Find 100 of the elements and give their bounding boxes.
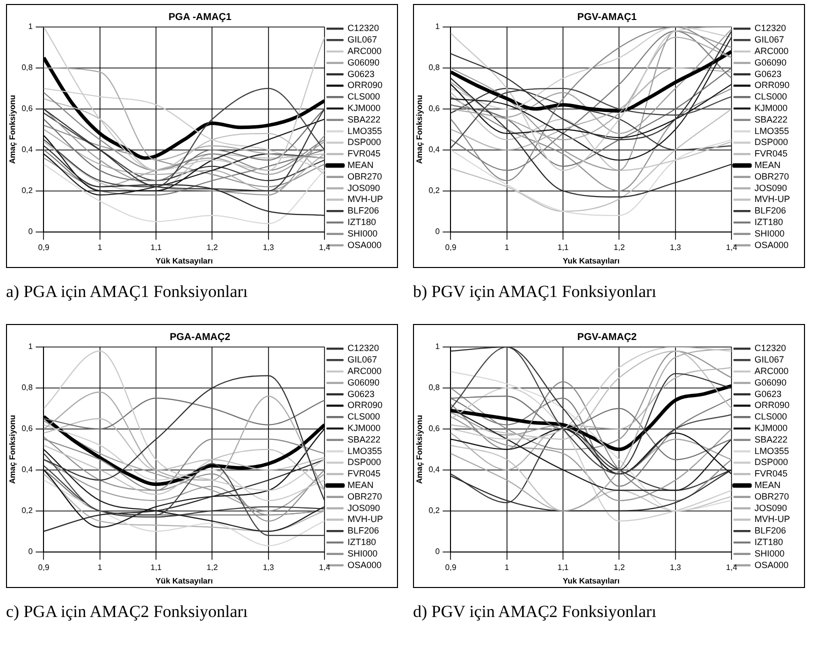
y-tick-label: 0 [435, 227, 440, 236]
legend-label: MEAN [348, 160, 374, 170]
legend-label: MVH-UP [754, 514, 790, 524]
legend-label: SHI000 [348, 228, 378, 238]
legend-label: LMO355 [754, 126, 790, 136]
x-axis-title: Yuk Katsayıları [562, 256, 620, 266]
legend-label: JOS090 [754, 502, 788, 513]
x-axis-title: Yük Katsayıları [155, 256, 213, 266]
legend-label: G06090 [754, 377, 787, 388]
legend-label: BLF206 [754, 206, 786, 216]
legend-label: SBA222 [348, 434, 381, 444]
y-tick-label: 0,2 [22, 186, 34, 196]
x-tick-label: 1,1 [150, 562, 162, 572]
text: d) PGV için AMAÇ2 Fonksiyonları [413, 602, 658, 622]
x-tick-label: 1 [504, 562, 510, 572]
legend-label: G0623 [754, 388, 782, 399]
legend-label: IZT180 [348, 216, 376, 227]
legend-label: KJM000 [754, 102, 788, 113]
legend-label: OBR270 [348, 171, 382, 182]
x-tick-label: 1,4 [726, 242, 738, 252]
chart-title: PGV-AMAÇ2 [577, 332, 638, 343]
legend-label: FVR045 [348, 148, 381, 159]
y-tick-label: 1 [435, 342, 440, 352]
legend-label: IZT180 [754, 536, 784, 547]
x-tick-label: 1 [504, 242, 510, 252]
y-tick-label: 0,8 [428, 63, 440, 72]
x-tick-label: 1,2 [614, 562, 626, 572]
legend-label: CLS000 [348, 412, 380, 422]
x-tick-label: 0,9 [445, 562, 457, 572]
legend-label: OBR270 [348, 491, 382, 502]
legend-label: MVH-UP [348, 194, 383, 204]
legend-label: FVR045 [754, 468, 788, 479]
x-tick-label: 1,1 [558, 562, 570, 572]
legend-label: DSP000 [348, 137, 382, 148]
text: b) PGV için AMAÇ1 Fonksiyonları [413, 282, 658, 302]
legend-label: LMO355 [348, 446, 382, 456]
legend-label: CLS000 [754, 412, 788, 422]
legend-label: ARC000 [348, 46, 382, 56]
y-axis-title: Amaç Fonksiyonu [8, 414, 18, 484]
y-tick-label: 0 [435, 547, 440, 556]
text: a) PGA için AMAÇ1 Fonksiyonları [6, 282, 249, 302]
legend-label: ORR090 [348, 400, 383, 410]
legend-label: KJM000 [348, 422, 381, 433]
x-tick-label: 1,1 [558, 242, 570, 252]
legend-label: ARC000 [348, 366, 382, 376]
legend-label: DSP000 [754, 457, 788, 468]
legend-label: G06090 [754, 57, 787, 68]
legend-label: C12320 [754, 343, 786, 354]
legend-label: SHI000 [348, 548, 378, 558]
legend-label: IZT180 [348, 536, 376, 547]
legend-label: LMO355 [348, 126, 382, 136]
legend-label: C12320 [348, 23, 380, 34]
legend-label: G0623 [348, 388, 375, 399]
chart-title: PGA-AMAÇ2 [170, 332, 231, 343]
legend-label: FVR045 [348, 468, 381, 479]
legend-label: KJM000 [754, 422, 788, 433]
y-tick-label: 0,2 [428, 186, 440, 196]
y-tick-label: 1 [435, 22, 440, 32]
x-tick-label: 0,9 [38, 242, 50, 252]
y-tick-label: 1 [28, 22, 34, 32]
x-tick-label: 1,4 [319, 242, 331, 252]
x-tick-label: 1,3 [262, 562, 275, 572]
legend-label: CLS000 [754, 92, 788, 102]
legend-label: JOS090 [348, 182, 380, 193]
y-tick-label: 0,6 [22, 424, 34, 434]
x-tick-label: 1 [98, 562, 103, 572]
legend-label: OSA000 [348, 240, 382, 250]
legend-label: OSA000 [754, 560, 789, 570]
legend-label: G06090 [348, 57, 380, 68]
x-tick-label: 1,2 [206, 242, 218, 252]
y-tick-label: 0,4 [22, 465, 34, 474]
x-tick-label: 0,9 [445, 242, 457, 252]
legend-label: G06090 [348, 377, 380, 388]
x-tick-label: 1,4 [319, 562, 331, 572]
x-tick-label: 1 [98, 242, 103, 252]
y-tick-label: 0 [28, 547, 34, 556]
x-tick-label: 1,3 [670, 242, 682, 252]
legend-label: GIL067 [754, 354, 784, 365]
text: c) PGA için AMAÇ2 Fonksiyonları [6, 602, 249, 622]
legend-label: GIL067 [348, 34, 378, 45]
legend-label: GIL067 [348, 354, 378, 365]
legend-label: MEAN [754, 480, 781, 490]
legend-label: SHI000 [754, 228, 785, 238]
legend-label: SBA222 [754, 114, 788, 124]
legend-label: OSA000 [754, 240, 789, 250]
legend-label: ARC000 [754, 46, 789, 56]
legend-label: GIL067 [754, 34, 784, 45]
y-axis-title: Amaç Fonksiyonu [415, 414, 424, 484]
y-axis-title: Amaç Fonksiyonu [8, 94, 18, 164]
legend-label: SBA222 [754, 434, 788, 444]
legend-label: KJM000 [348, 102, 381, 113]
legend-label: ORR090 [348, 80, 383, 90]
legend-label: ORR090 [754, 80, 790, 90]
legend-label: ORR090 [754, 400, 790, 410]
legend-label: SHI000 [754, 548, 785, 558]
y-tick-label: 0,8 [22, 383, 34, 392]
legend-label: OBR270 [754, 491, 790, 502]
legend-label: JOS090 [348, 502, 380, 513]
legend-label: BLF206 [348, 526, 380, 536]
legend-label: C12320 [754, 23, 786, 34]
